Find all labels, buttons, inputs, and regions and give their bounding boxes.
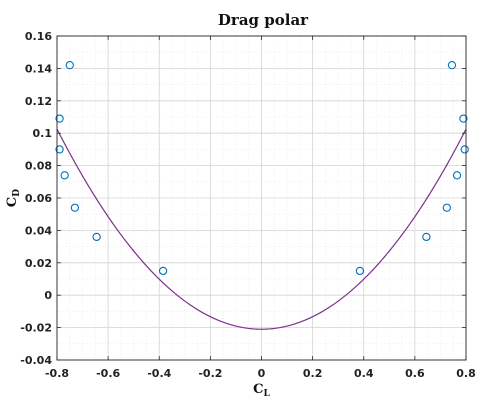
y-tick-label: 0.02: [25, 257, 52, 270]
data-points-group: [55, 61, 469, 276]
x-tick-label: -0.8: [45, 367, 69, 380]
data-point: [60, 171, 69, 180]
y-tick-label: -0.04: [20, 354, 52, 367]
data-point: [447, 61, 457, 70]
y-tick-label: 0.06: [25, 192, 52, 205]
data-point: [65, 61, 74, 70]
x-tick-label: 0: [258, 367, 266, 380]
data-point: [452, 171, 462, 180]
y-tick-labels: -0.04 -0.02 0 0.02 0.04 0.06 0.08 0.1 0.12 0.14 0.…: [20, 30, 52, 367]
data-point: [442, 203, 451, 212]
axes-group: [56, 35, 467, 361]
x-tick-label: -0.2: [198, 367, 222, 380]
chart-title: Drag polar: [218, 11, 309, 29]
fit-curve-group: [56, 128, 467, 330]
data-point: [55, 114, 64, 123]
y-tick-label: 0.1: [33, 127, 53, 140]
data-point: [422, 232, 431, 242]
x-tick-labels: -0.8 -0.6 -0.4 -0.2 0 0.2 0.4 0.6 0.8: [45, 367, 476, 380]
x-tick-label: 0.8: [456, 367, 476, 380]
x-tick-label: 0.6: [405, 367, 425, 380]
y-tick-label: 0.16: [25, 30, 52, 43]
data-point: [55, 145, 64, 154]
x-tick-label: 0.2: [303, 367, 323, 380]
data-point: [355, 266, 365, 276]
data-point: [459, 114, 468, 123]
fit-curve-line: [56, 128, 467, 330]
x-tick-label: -0.6: [96, 367, 120, 380]
y-tick-label: 0: [44, 289, 52, 302]
y-tick-label: 0.08: [25, 160, 52, 173]
data-point: [92, 232, 101, 242]
data-point: [460, 145, 469, 154]
data-point: [158, 266, 168, 276]
x-axis-label: CL: [253, 382, 270, 399]
y-tick-label: 0.04: [25, 224, 52, 237]
y-tick-label: 0.12: [25, 95, 52, 108]
y-tick-label: -0.02: [20, 322, 52, 335]
y-tick-label: 0.14: [25, 62, 52, 75]
y-axis-label: CD: [5, 189, 22, 207]
grid-lines: [56, 35, 467, 361]
x-tick-label: 0.4: [354, 367, 374, 380]
data-point: [70, 203, 80, 212]
x-tick-label: -0.4: [147, 367, 171, 380]
